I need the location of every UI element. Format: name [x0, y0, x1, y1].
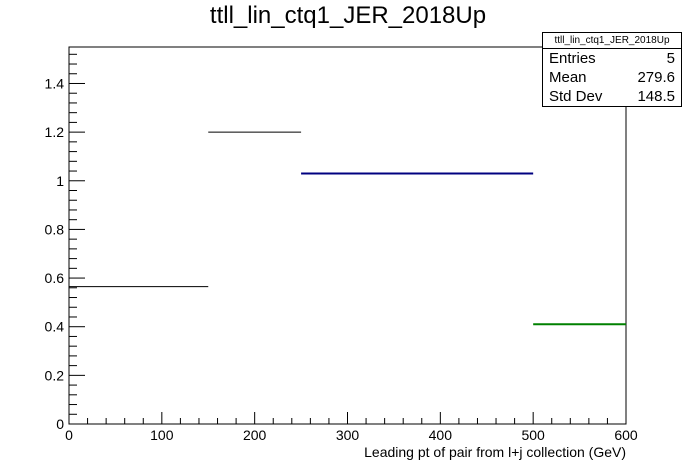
stats-box: ttll_lin_ctq1_JER_2018Up Entries 5 Mean … — [542, 32, 682, 107]
x-tick-label: 300 — [336, 427, 360, 443]
x-axis-label: Leading pt of pair from l+j collection (… — [364, 444, 626, 460]
chart-title: ttll_lin_ctq1_JER_2018Up — [209, 2, 487, 29]
y-tick-label: 0.8 — [45, 221, 65, 237]
x-tick-label: 500 — [521, 427, 545, 443]
x-tick-label: 600 — [614, 427, 638, 443]
y-tick-label: 0.6 — [45, 270, 65, 286]
x-tick-label: 100 — [150, 427, 174, 443]
y-tick-label: 0.4 — [45, 319, 65, 335]
x-tick-label: 0 — [65, 427, 73, 443]
stats-mean-label: Mean — [549, 69, 587, 86]
stats-stddev-value: 148.5 — [637, 88, 675, 105]
stats-entries-value: 5 — [666, 50, 675, 67]
stats-entries-label: Entries — [549, 50, 596, 67]
stats-stddev-row: Std Dev 148.5 — [543, 87, 681, 106]
y-tick-label: 1.4 — [45, 75, 65, 91]
y-tick-label: 1 — [56, 173, 64, 189]
stats-mean-value: 279.6 — [637, 69, 675, 86]
y-tick-label: 1.2 — [45, 124, 65, 140]
y-tick-label: 0 — [56, 416, 64, 432]
x-tick-label: 200 — [243, 427, 267, 443]
y-tick-label: 0.2 — [45, 367, 65, 383]
stats-title: ttll_lin_ctq1_JER_2018Up — [543, 33, 681, 49]
x-tick-label: 400 — [429, 427, 453, 443]
stats-stddev-label: Std Dev — [549, 88, 603, 105]
stats-entries-row: Entries 5 — [543, 49, 681, 68]
stats-mean-row: Mean 279.6 — [543, 68, 681, 87]
